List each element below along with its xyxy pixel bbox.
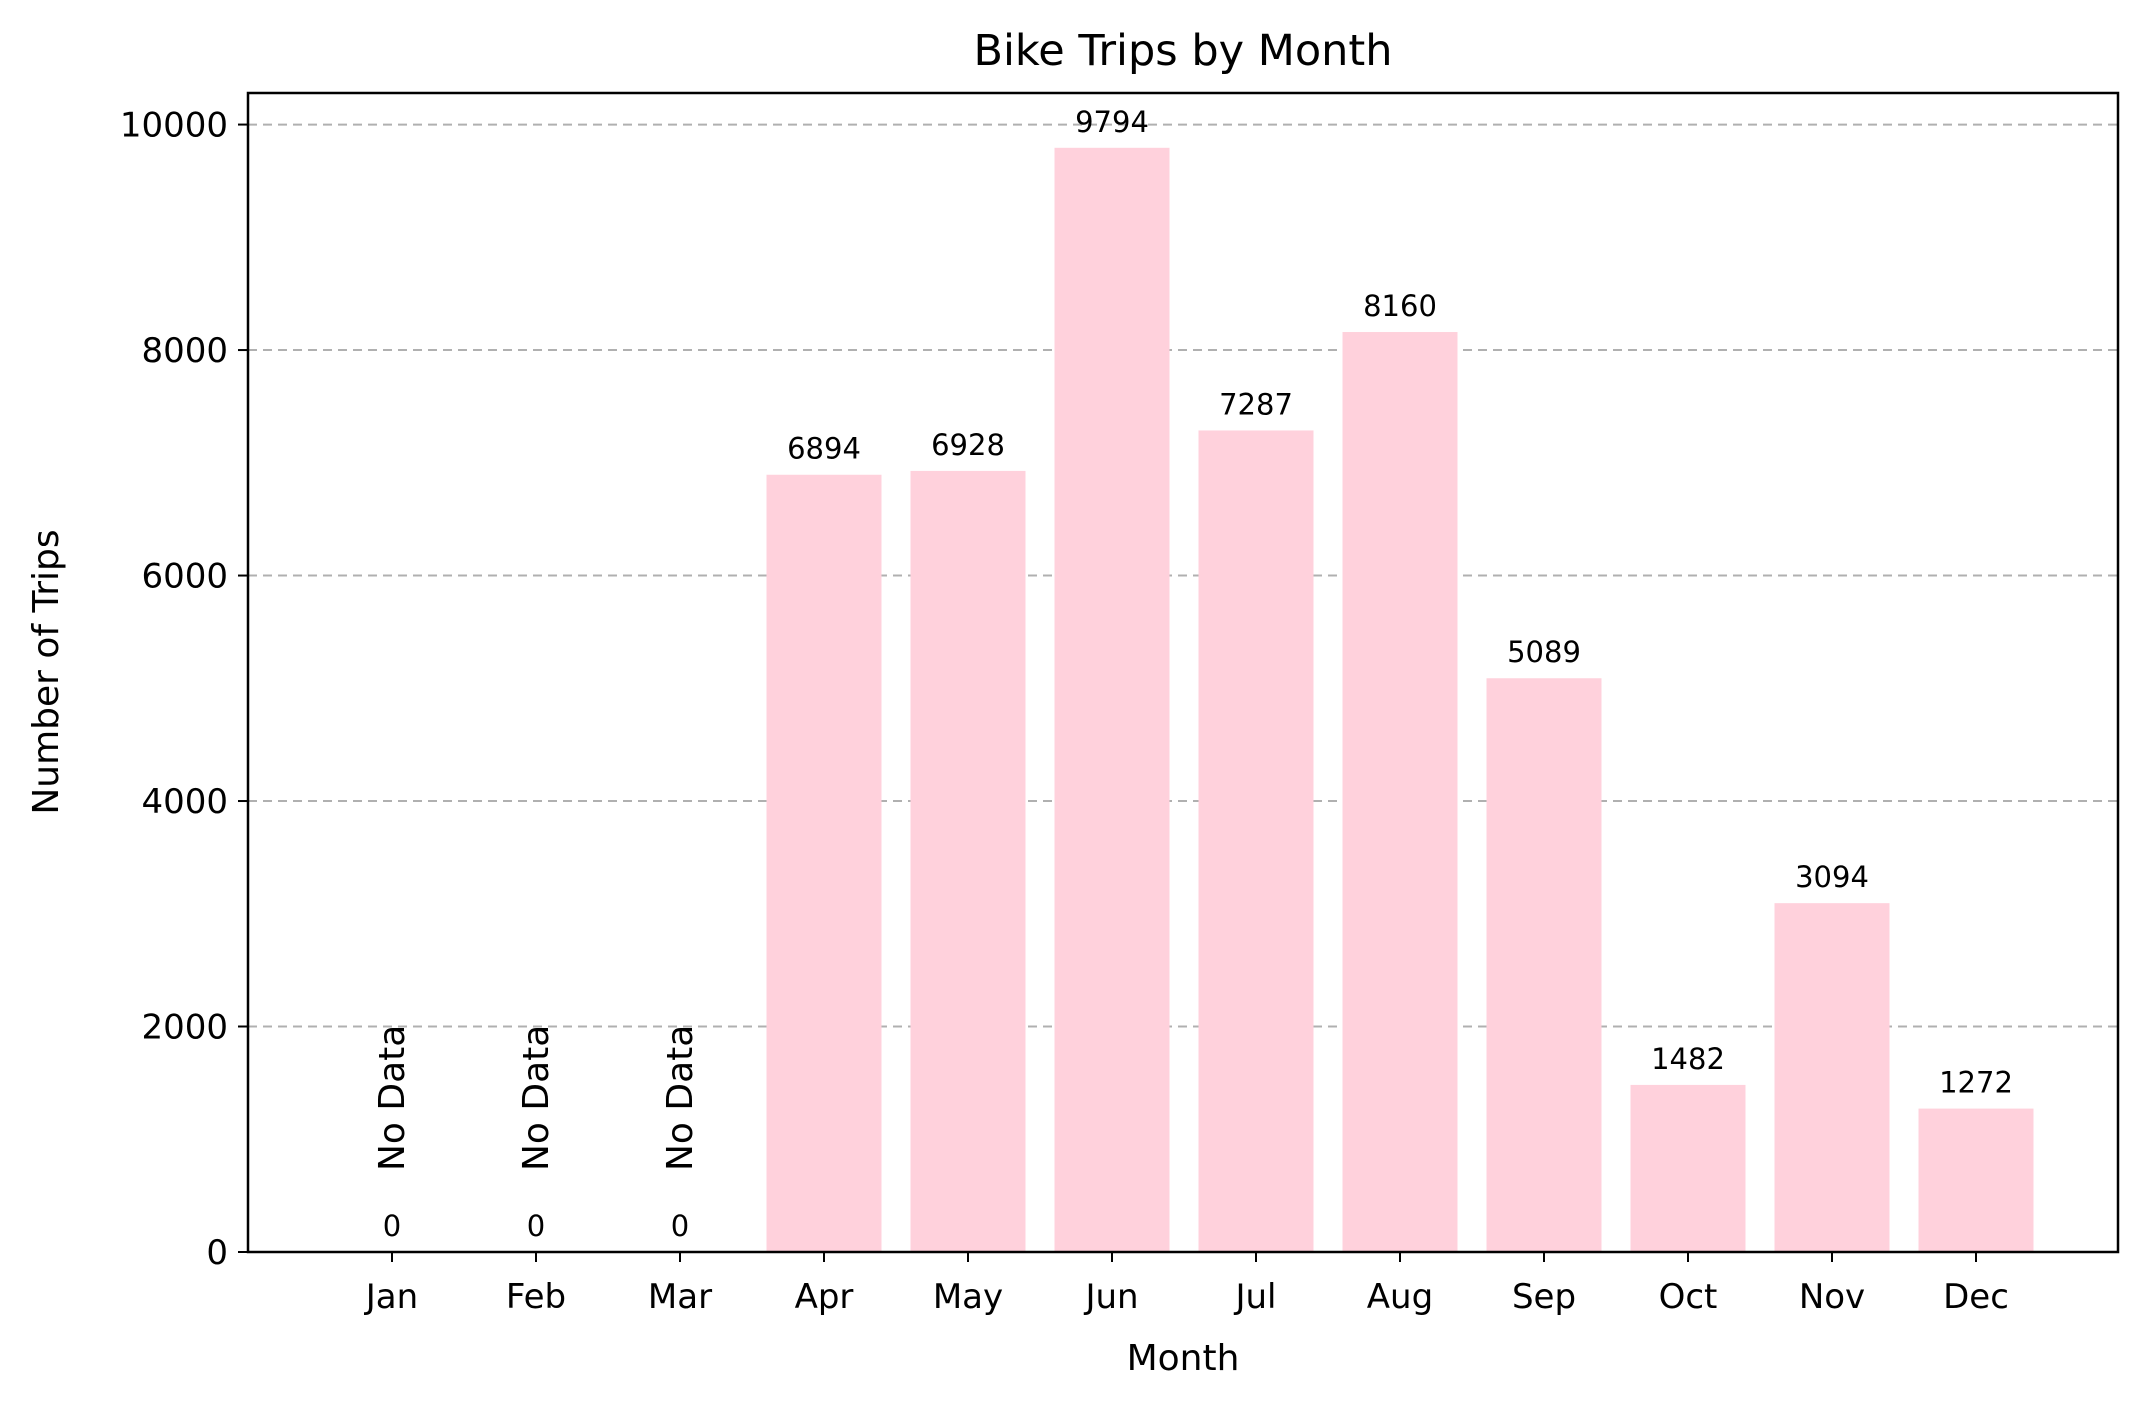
- bars: [766, 147, 2034, 1253]
- value-label-nov: 3094: [1795, 860, 1869, 894]
- value-label-aug: 8160: [1363, 289, 1437, 323]
- bar-may: [910, 470, 1026, 1252]
- value-label-dec: 1272: [1939, 1066, 2013, 1100]
- y-tick-label: 6000: [141, 557, 228, 597]
- value-label-feb: 0: [527, 1209, 545, 1243]
- y-axis-label: Number of Trips: [26, 529, 67, 814]
- value-label-mar: 0: [671, 1209, 689, 1243]
- bar-jun: [1054, 147, 1170, 1252]
- y-tick-label: 2000: [141, 1008, 228, 1048]
- value-label-jan: 0: [383, 1209, 401, 1243]
- no-data-label-jan: No Data: [372, 1025, 413, 1171]
- bar-nov: [1774, 903, 1890, 1252]
- bar-apr: [766, 474, 882, 1253]
- x-axis-ticks: Jan Feb Mar Apr May Jun Jul Aug Sep Oct Nov Dec: [364, 1252, 2009, 1317]
- value-label-may: 6928: [931, 428, 1005, 462]
- bar-dec: [1918, 1108, 2034, 1252]
- x-tick-label: Aug: [1367, 1277, 1433, 1317]
- x-tick-label: Jul: [1233, 1277, 1276, 1317]
- gridlines: [248, 123, 2118, 1028]
- no-data-label-feb: No Data: [516, 1025, 557, 1171]
- x-tick-label: Nov: [1799, 1277, 1865, 1317]
- value-label-apr: 6894: [787, 432, 861, 466]
- x-tick-label: May: [933, 1277, 1003, 1317]
- x-tick-label: Dec: [1943, 1277, 2009, 1317]
- value-label-jun: 9794: [1075, 105, 1149, 139]
- no-data-label-mar: No Data: [660, 1025, 701, 1171]
- bar-aug: [1342, 332, 1458, 1252]
- y-tick-label: 8000: [141, 331, 228, 371]
- x-tick-label: Apr: [795, 1277, 854, 1317]
- y-tick-label: 4000: [141, 782, 228, 822]
- value-label-oct: 1482: [1651, 1042, 1725, 1076]
- value-label-jul: 7287: [1219, 387, 1293, 421]
- x-tick-label: Jan: [364, 1277, 418, 1317]
- value-label-sep: 5089: [1507, 635, 1581, 669]
- chart-title: Bike Trips by Month: [973, 26, 1392, 76]
- x-tick-label: Oct: [1659, 1277, 1718, 1317]
- x-tick-label: Sep: [1512, 1277, 1576, 1317]
- plot-frame: [246, 91, 2120, 1254]
- bar-oct: [1630, 1084, 1746, 1252]
- x-tick-label: Feb: [506, 1277, 566, 1317]
- bar-sep: [1486, 678, 1602, 1252]
- bar-jul: [1198, 430, 1314, 1252]
- x-axis-label: Month: [1127, 1338, 1240, 1379]
- x-tick-label: Mar: [648, 1277, 712, 1317]
- bar-value-labels: 0 No Data 0 No Data 0 No Data 6894 6928 9794 7287…: [372, 105, 2013, 1243]
- x-tick-label: Jun: [1083, 1277, 1138, 1317]
- y-tick-label: 10000: [120, 106, 228, 146]
- y-tick-label: 0: [206, 1233, 228, 1273]
- y-axis-ticks: 0 2000 4000 6000 8000 10000: [120, 106, 248, 1273]
